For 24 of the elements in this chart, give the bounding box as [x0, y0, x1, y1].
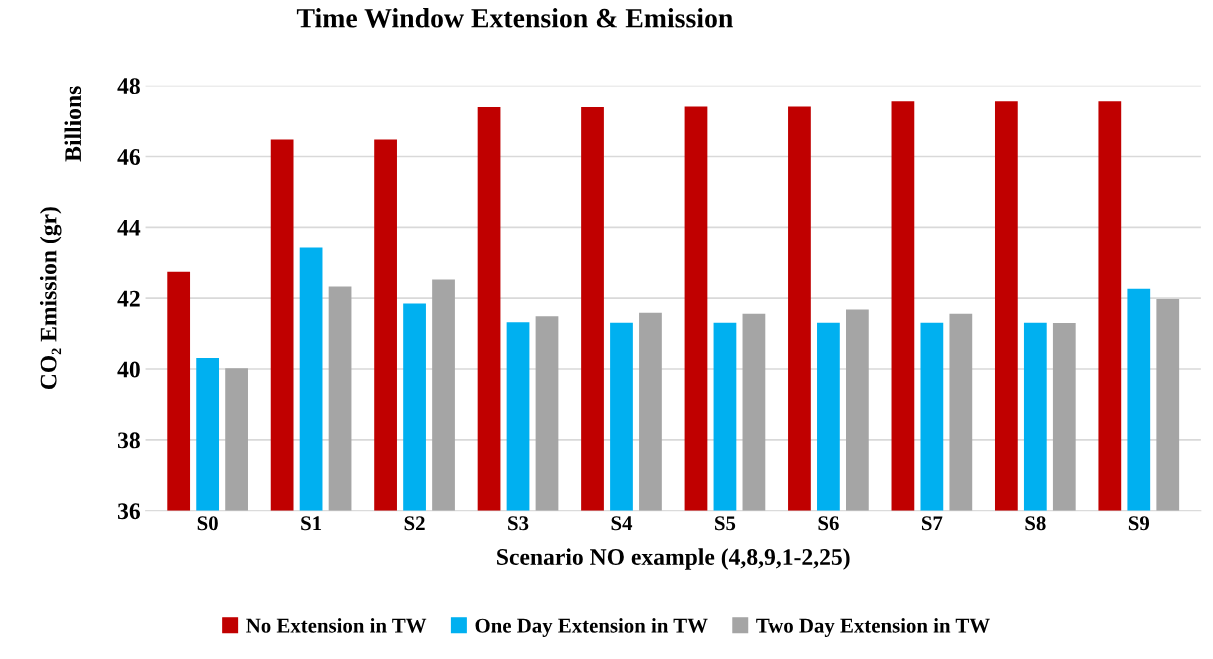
y-axis-title: CO₂ Emission (gr) — [39, 207, 62, 390]
x-tick-label: S2 — [404, 516, 425, 531]
x-tick-label: S5 — [715, 516, 736, 531]
x-axis-title: Scenario NO example (4,8,9,1-2,25) — [497, 548, 850, 570]
x-tick-label: S3 — [508, 516, 529, 531]
x-tick-label: S6 — [818, 516, 839, 531]
legend-label: One Day Extension in TW — [475, 618, 708, 637]
y-tick-label: 36 — [117, 503, 141, 520]
legend-label: No Extension in TW — [246, 618, 427, 633]
x-tick-label: S8 — [1025, 516, 1046, 531]
y-tick-label: 46 — [117, 149, 141, 165]
y-tick-label: 42 — [117, 290, 140, 307]
legend-label: Two Day Extension in TW — [756, 618, 990, 637]
chart-title: Time Window Extension & Emission — [296, 8, 733, 28]
y-tick-label: 38 — [117, 432, 140, 449]
x-tick-label: S1 — [301, 516, 322, 531]
x-tick-label: S7 — [921, 516, 943, 531]
y-tick-label: 40 — [117, 361, 140, 378]
x-tick-label: S4 — [611, 516, 633, 531]
x-tick-label: S0 — [197, 516, 218, 531]
text: Billions — [64, 86, 82, 162]
x-tick-label: S9 — [1128, 516, 1150, 531]
y-tick-label: 44 — [117, 220, 141, 236]
y-tick-label: 48 — [117, 78, 140, 95]
